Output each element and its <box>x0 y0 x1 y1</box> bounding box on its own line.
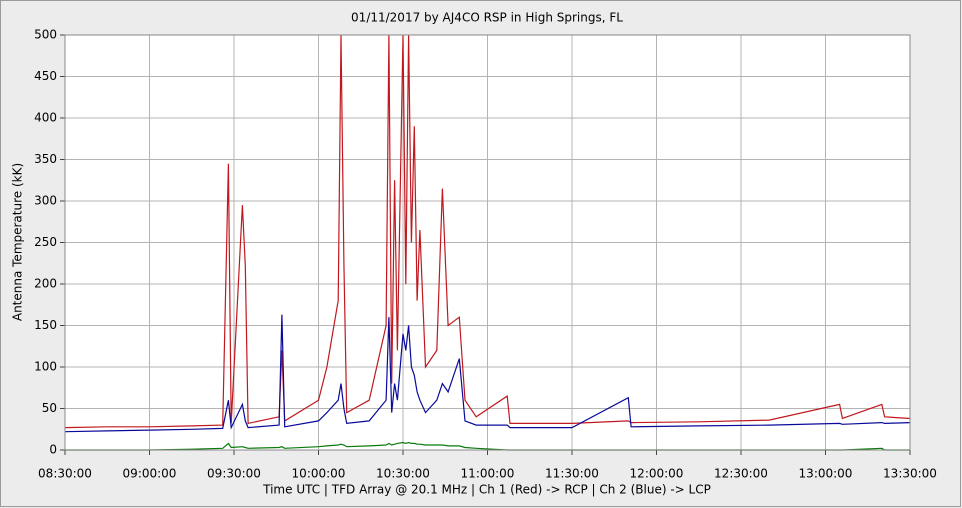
y-axis-label: Antenna Temperature (kK) <box>11 163 25 321</box>
x-tick-label: 11:00:00 <box>461 467 515 481</box>
chart-title: 01/11/2017 by AJ4CO RSP in High Springs,… <box>351 11 623 25</box>
x-tick-label: 09:00:00 <box>123 467 177 481</box>
x-tick-label: 08:30:00 <box>38 467 92 481</box>
y-tick-label: 350 <box>34 152 57 166</box>
x-tick-label: 09:30:00 <box>207 467 261 481</box>
x-tick-label: 13:00:00 <box>799 467 853 481</box>
x-axis-label: Time UTC | TFD Array @ 20.1 MHz | Ch 1 (… <box>262 483 711 497</box>
x-tick-label: 12:00:00 <box>630 467 684 481</box>
y-tick-label: 450 <box>34 69 57 83</box>
y-tick-label: 250 <box>34 235 57 249</box>
x-tick-label: 11:30:00 <box>545 467 599 481</box>
y-tick-label: 50 <box>42 401 57 415</box>
y-tick-label: 0 <box>49 443 57 457</box>
y-tick-label: 200 <box>34 277 57 291</box>
x-tick-label: 10:30:00 <box>376 467 430 481</box>
y-tick-label: 400 <box>34 111 57 125</box>
data-line <box>64 314 911 433</box>
x-tick-label: 13:30:00 <box>883 467 937 481</box>
plot-border <box>64 34 911 451</box>
y-tick-label: 300 <box>34 194 57 208</box>
y-tick-label: 150 <box>34 318 57 332</box>
y-tick-label: 500 <box>34 28 57 42</box>
x-tick-label: 10:00:00 <box>292 467 346 481</box>
x-tick-label: 12:30:00 <box>714 467 768 481</box>
y-tick-label: 100 <box>34 360 57 374</box>
